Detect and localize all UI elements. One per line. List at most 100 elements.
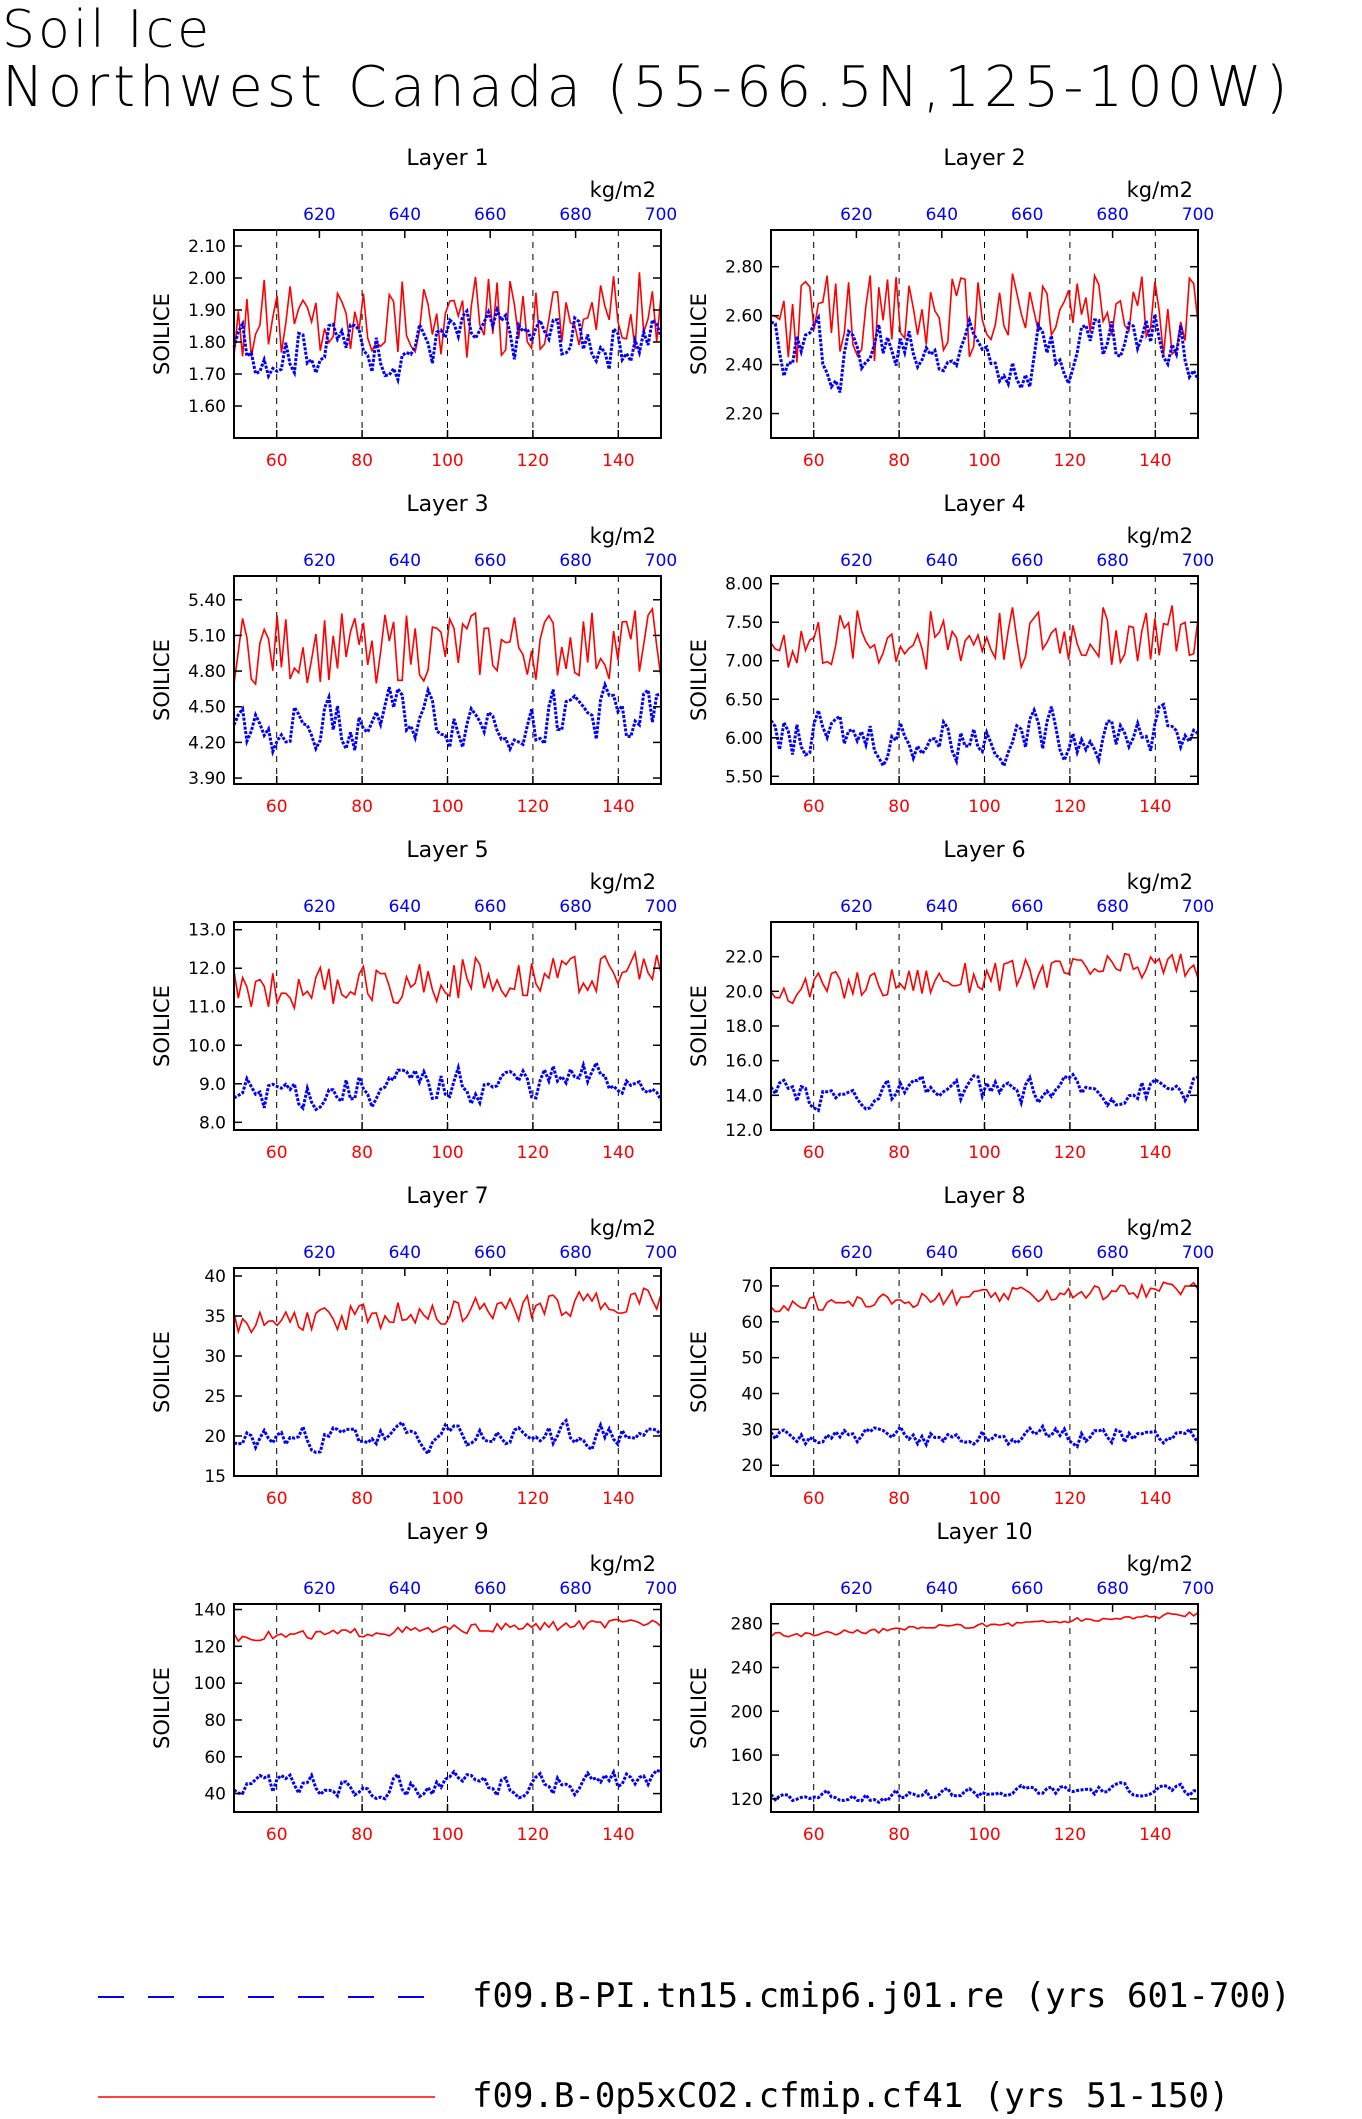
x-tick-label-bottom: 100 xyxy=(431,1143,463,1163)
x-tick-label-top: 660 xyxy=(1011,205,1043,225)
series-blue-line xyxy=(232,305,663,386)
x-tick-label-bottom: 80 xyxy=(351,1143,373,1163)
y-tick-label: 22.0 xyxy=(725,948,763,968)
y-tick-label: 160 xyxy=(731,1746,763,1766)
y-tick-label: 40 xyxy=(204,1785,226,1805)
x-tick-label-top: 680 xyxy=(1096,205,1128,225)
y-tick-label: 5.10 xyxy=(188,626,226,646)
y-tick-label: 18.0 xyxy=(725,1017,763,1037)
x-tick-label-top: 640 xyxy=(389,551,421,571)
y-tick-label: 80 xyxy=(204,1711,226,1731)
y-tick-label: 8.0 xyxy=(199,1113,226,1133)
x-tick-label-bottom: 120 xyxy=(517,451,549,471)
units-label: kg/m2 xyxy=(1127,870,1193,894)
x-tick-label-bottom: 60 xyxy=(803,797,825,817)
x-tick-label-bottom: 140 xyxy=(602,451,634,471)
x-tick-label-top: 640 xyxy=(389,1243,421,1263)
x-tick-label-top: 700 xyxy=(645,551,677,571)
y-tick-label: 60 xyxy=(204,1748,226,1768)
x-tick-label-bottom: 80 xyxy=(888,797,910,817)
units-label: kg/m2 xyxy=(1127,178,1193,202)
panel-10: Layer 10 kg/m2 120 160 200 240 280 SOILICE 60 80 1… xyxy=(687,1520,1214,1845)
x-tick-label-bottom: 100 xyxy=(431,451,463,471)
x-tick-label-bottom: 60 xyxy=(803,1489,825,1509)
y-tick-label: 4.50 xyxy=(188,698,226,718)
plot-frame xyxy=(233,1267,662,1477)
units-label: kg/m2 xyxy=(590,178,656,202)
y-tick-label: 11.0 xyxy=(188,998,226,1018)
x-tick-label-bottom: 140 xyxy=(1139,1143,1171,1163)
x-tick-label-bottom: 140 xyxy=(602,797,634,817)
y-tick-label: 280 xyxy=(731,1615,763,1635)
x-tick-label-bottom: 100 xyxy=(968,1143,1000,1163)
y-axis-label: SOILICE xyxy=(150,1667,174,1749)
y-tick-label: 9.0 xyxy=(199,1075,226,1095)
y-tick-label: 13.0 xyxy=(188,921,226,941)
x-tick-label-top: 700 xyxy=(645,897,677,917)
series-blue-line xyxy=(232,680,662,757)
series-red-line xyxy=(770,1611,1199,1638)
y-tick-label: 30 xyxy=(204,1347,226,1367)
x-tick-label-top: 700 xyxy=(1182,205,1214,225)
y-tick-label: 2.10 xyxy=(188,237,226,257)
series-red-line xyxy=(233,272,662,358)
y-tick-label: 35 xyxy=(204,1307,226,1327)
y-tick-label: 15 xyxy=(204,1467,226,1487)
x-tick-label-bottom: 100 xyxy=(968,1825,1000,1845)
panel-1: Layer 1 kg/m2 1.60 1.70 1.80 1.90 2.00 2.10 SOIL… xyxy=(150,146,677,471)
x-tick-label-top: 660 xyxy=(1011,551,1043,571)
y-tick-label: 2.00 xyxy=(188,269,226,289)
x-tick-label-top: 640 xyxy=(926,551,958,571)
x-tick-label-top: 660 xyxy=(474,1579,506,1599)
y-tick-label: 1.90 xyxy=(188,301,226,321)
panel-title: Layer 5 xyxy=(406,838,488,863)
x-tick-label-bottom: 120 xyxy=(1054,451,1086,471)
panel-title: Layer 10 xyxy=(936,1520,1032,1545)
series-blue-line xyxy=(770,313,1200,393)
x-tick-label-bottom: 120 xyxy=(517,1825,549,1845)
series-blue-line xyxy=(769,1781,1199,1805)
y-tick-label: 120 xyxy=(731,1790,763,1810)
y-axis-label: SOILICE xyxy=(150,985,174,1067)
y-tick-label: 2.80 xyxy=(725,258,763,278)
y-tick-label: 1.80 xyxy=(188,333,226,353)
x-tick-label-bottom: 60 xyxy=(266,1489,288,1509)
x-tick-label-bottom: 80 xyxy=(351,797,373,817)
x-tick-label-top: 620 xyxy=(303,1579,335,1599)
x-tick-label-top: 680 xyxy=(559,897,591,917)
x-tick-label-bottom: 60 xyxy=(266,451,288,471)
y-tick-label: 6.00 xyxy=(725,729,763,749)
x-tick-label-bottom: 60 xyxy=(266,1825,288,1845)
x-tick-label-top: 640 xyxy=(389,897,421,917)
x-tick-label-bottom: 80 xyxy=(888,1489,910,1509)
y-tick-label: 20.0 xyxy=(725,982,763,1002)
y-axis-label: SOILICE xyxy=(150,293,174,375)
units-label: kg/m2 xyxy=(1127,524,1193,548)
x-tick-label-bottom: 80 xyxy=(888,1143,910,1163)
x-tick-label-bottom: 80 xyxy=(351,1825,373,1845)
x-tick-label-bottom: 120 xyxy=(1054,1489,1086,1509)
y-tick-label: 240 xyxy=(731,1658,763,1678)
y-tick-label: 2.60 xyxy=(725,307,763,327)
y-axis-label: SOILICE xyxy=(687,639,711,721)
panel-title: Layer 1 xyxy=(406,146,488,171)
x-tick-label-bottom: 140 xyxy=(1139,451,1171,471)
x-tick-label-top: 680 xyxy=(559,551,591,571)
units-label: kg/m2 xyxy=(590,1552,656,1576)
y-tick-label: 60 xyxy=(741,1313,763,1333)
y-tick-label: 40 xyxy=(741,1385,763,1405)
panel-6: Layer 6 kg/m2 12.0 14.0 16.0 18.0 20.0 22.0 SOIL… xyxy=(687,838,1214,1163)
series-red-line xyxy=(770,1281,1199,1313)
y-tick-label: 40 xyxy=(204,1267,226,1287)
y-tick-label: 12.0 xyxy=(188,959,226,979)
y-tick-label: 4.80 xyxy=(188,662,226,682)
series-blue-line xyxy=(769,1072,1199,1113)
x-tick-label-bottom: 100 xyxy=(968,797,1000,817)
x-tick-label-bottom: 60 xyxy=(803,1825,825,1845)
y-axis-label: SOILICE xyxy=(150,639,174,721)
panel-8: Layer 8 kg/m2 20 30 40 50 60 70 SOILICE 60 80 100 12… xyxy=(687,1184,1214,1509)
series-blue-line xyxy=(233,1768,662,1801)
panel-5: Layer 5 kg/m2 8.0 9.0 10.0 11.0 12.0 13.0 SOILIC… xyxy=(150,838,677,1163)
panel-4: Layer 4 kg/m2 5.50 6.00 6.50 7.00 7.50 8.00 SOIL… xyxy=(687,492,1214,817)
